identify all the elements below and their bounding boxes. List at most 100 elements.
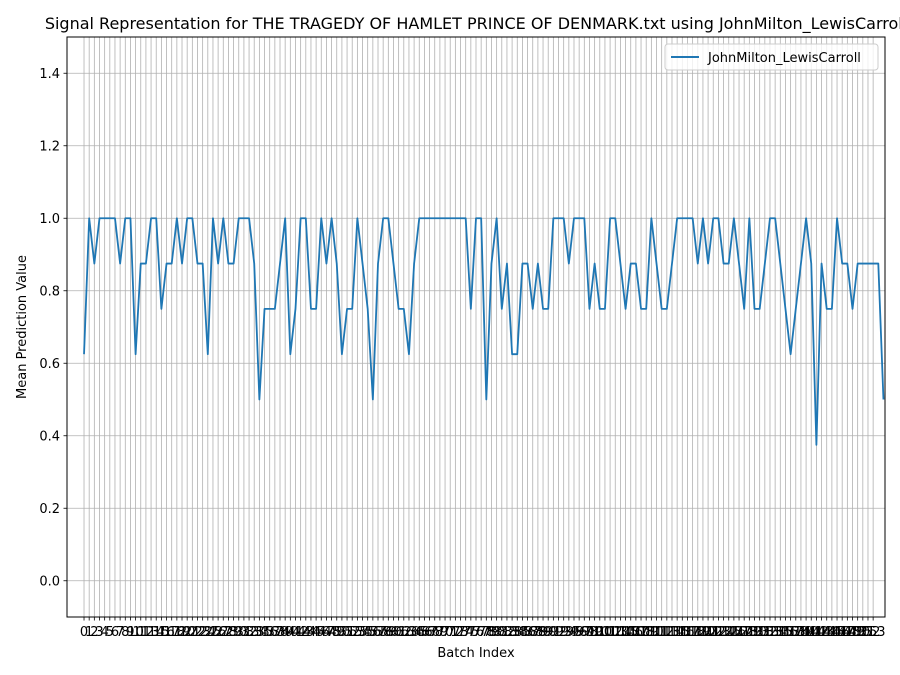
x-tick-label: 151 xyxy=(850,625,875,640)
x-tick-label: 55 xyxy=(359,625,376,640)
x-tick-label: 17 xyxy=(163,625,180,640)
x-tick-label: 150 xyxy=(845,625,870,640)
x-tick-label: 13 xyxy=(143,625,160,640)
x-tick-label: 82 xyxy=(499,625,516,640)
x-tick-label: 125 xyxy=(716,625,741,640)
x-tick-label: 48 xyxy=(323,625,340,640)
x-tick-label: 140 xyxy=(794,625,819,640)
x-tick-label: 31 xyxy=(236,625,253,640)
x-tick-label: 3 xyxy=(95,625,103,640)
x-tick-label: 90 xyxy=(540,625,557,640)
x-tick-label: 65 xyxy=(411,625,428,640)
x-tick-label: 109 xyxy=(634,625,659,640)
x-tick-label: 44 xyxy=(303,625,320,640)
x-tick-label: 21 xyxy=(184,625,201,640)
x-tick-label: 32 xyxy=(241,625,258,640)
x-tick-label: 144 xyxy=(814,625,839,640)
legend-box xyxy=(664,43,879,71)
x-tick-label: 11 xyxy=(132,625,149,640)
x-tick-label: 143 xyxy=(809,625,834,640)
x-tick-label: 136 xyxy=(773,625,798,640)
x-tick-label: 0 xyxy=(80,625,88,640)
x-tick-label: 26 xyxy=(210,625,227,640)
x-tick-label: 33 xyxy=(246,625,263,640)
x-tick-label: 100 xyxy=(587,625,612,640)
y-tick-label: 1.4 xyxy=(39,67,60,82)
x-tick-label: 39 xyxy=(277,625,294,640)
x-tick-label: 127 xyxy=(727,625,752,640)
x-tick-label: 111 xyxy=(644,625,669,640)
x-tick-label: 29 xyxy=(225,625,242,640)
x-tick-label: 114 xyxy=(660,625,685,640)
x-tick-label: 103 xyxy=(603,625,628,640)
y-tick-label: 1.0 xyxy=(39,212,60,227)
x-tick-label: 112 xyxy=(649,625,674,640)
x-tick-label: 16 xyxy=(158,625,175,640)
x-tick-label: 41 xyxy=(287,625,304,640)
x-tick-label: 5 xyxy=(106,625,114,640)
x-tick-label: 66 xyxy=(416,625,433,640)
x-tick-label: 135 xyxy=(768,625,793,640)
x-tick-label: 95 xyxy=(566,625,583,640)
x-tick-label: 146 xyxy=(825,625,850,640)
x-tick-label: 56 xyxy=(365,625,382,640)
x-tick-label: 106 xyxy=(618,625,643,640)
x-tick-label: 10 xyxy=(127,625,144,640)
x-tick-label: 87 xyxy=(524,625,541,640)
x-tick-label: 8 xyxy=(121,625,129,640)
x-tick-label: 79 xyxy=(483,625,500,640)
x-tick-label: 73 xyxy=(452,625,469,640)
x-tick-label: 62 xyxy=(396,625,413,640)
x-tick-label: 1 xyxy=(85,625,93,640)
y-axis-label: Mean Prediction Value xyxy=(15,255,30,399)
x-tick-label: 6 xyxy=(111,625,119,640)
x-tick-label: 96 xyxy=(571,625,588,640)
x-tick-label: 58 xyxy=(375,625,392,640)
x-tick-label: 116 xyxy=(670,625,695,640)
x-tick-label: 27 xyxy=(215,625,232,640)
x-tick-label: 7 xyxy=(116,625,124,640)
x-tick-label: 88 xyxy=(530,625,547,640)
x-tick-label: 50 xyxy=(334,625,351,640)
x-tick-label: 132 xyxy=(752,625,777,640)
x-tick-label: 25 xyxy=(205,625,222,640)
x-tick-label: 61 xyxy=(390,625,407,640)
x-tick-label: 117 xyxy=(675,625,700,640)
x-tick-label: 137 xyxy=(778,625,803,640)
x-tick-label: 2 xyxy=(90,625,98,640)
series-lines xyxy=(83,217,885,446)
x-tick-label: 68 xyxy=(426,625,443,640)
x-tick-label: 59 xyxy=(380,625,397,640)
x-tick-label: 83 xyxy=(504,625,521,640)
x-tick-label: 98 xyxy=(581,625,598,640)
x-tick-label: 110 xyxy=(639,625,664,640)
legend: JohnMilton_LewisCarroll xyxy=(664,43,879,71)
y-tick-label: 0.8 xyxy=(39,284,60,299)
x-tick-label: 54 xyxy=(354,625,371,640)
x-tick-label: 74 xyxy=(457,625,474,640)
x-tick-label: 15 xyxy=(153,625,170,640)
x-tick-label: 107 xyxy=(623,625,648,640)
x-tick-label: 51 xyxy=(339,625,356,640)
x-tick-label: 34 xyxy=(251,625,268,640)
x-tick-label: 130 xyxy=(742,625,767,640)
x-tick-label: 76 xyxy=(468,625,485,640)
x-tick-label: 40 xyxy=(282,625,299,640)
x-tick-label: 131 xyxy=(747,625,772,640)
x-tick-label: 12 xyxy=(138,625,155,640)
x-tick-label: 133 xyxy=(758,625,783,640)
x-tick-label: 67 xyxy=(421,625,438,640)
x-tick-label: 60 xyxy=(385,625,402,640)
x-tick-label: 20 xyxy=(179,625,196,640)
x-tick-label: 119 xyxy=(685,625,710,640)
x-tick-label: 81 xyxy=(494,625,511,640)
x-tick-label: 142 xyxy=(804,625,829,640)
series-line xyxy=(83,217,885,446)
x-tick-label: 36 xyxy=(261,625,278,640)
x-tick-label: 70 xyxy=(437,625,454,640)
x-tick-label: 9 xyxy=(126,625,134,640)
x-tick-label: 124 xyxy=(711,625,736,640)
x-tick-label: 104 xyxy=(608,625,633,640)
x-tick-label: 85 xyxy=(514,625,531,640)
